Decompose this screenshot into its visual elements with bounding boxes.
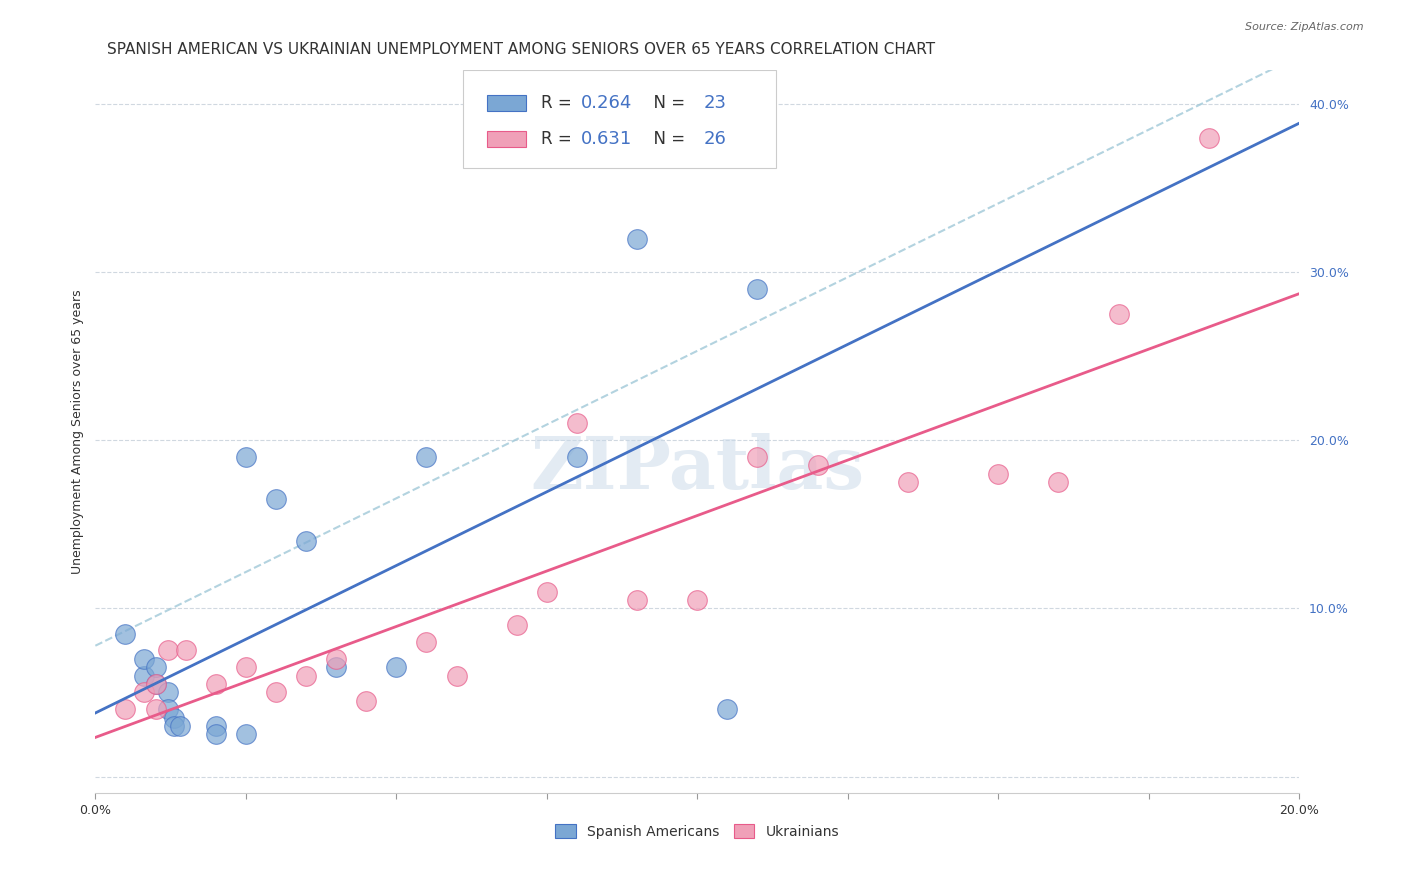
Point <box>264 492 287 507</box>
Point <box>204 719 226 733</box>
Point <box>204 727 226 741</box>
Point <box>325 660 347 674</box>
Point <box>145 677 167 691</box>
Point <box>747 282 769 296</box>
Point <box>235 660 257 674</box>
Point <box>506 618 529 632</box>
Point <box>156 702 179 716</box>
FancyBboxPatch shape <box>486 131 526 147</box>
Point <box>1108 307 1130 321</box>
Point <box>295 534 318 549</box>
Text: Source: ZipAtlas.com: Source: ZipAtlas.com <box>1246 22 1364 32</box>
Point <box>446 668 468 682</box>
Point <box>204 677 226 691</box>
Point <box>1047 475 1070 490</box>
Point <box>295 668 318 682</box>
Point <box>385 660 408 674</box>
Text: R =: R = <box>541 130 576 148</box>
Point <box>114 702 136 716</box>
Text: 23: 23 <box>703 94 727 112</box>
FancyBboxPatch shape <box>463 70 776 168</box>
Point <box>145 702 167 716</box>
Point <box>162 711 184 725</box>
Point <box>132 685 155 699</box>
Point <box>114 626 136 640</box>
Point <box>626 593 648 607</box>
Point <box>1198 130 1220 145</box>
Point <box>354 694 377 708</box>
Text: 0.264: 0.264 <box>581 94 631 112</box>
Point <box>325 652 347 666</box>
Point <box>132 668 155 682</box>
Point <box>565 450 588 464</box>
Point <box>235 450 257 464</box>
Point <box>807 458 830 473</box>
Point <box>169 719 191 733</box>
Point <box>747 450 769 464</box>
Point <box>686 593 709 607</box>
Point <box>156 685 179 699</box>
Text: 26: 26 <box>703 130 725 148</box>
Text: ZIPatlas: ZIPatlas <box>530 433 865 503</box>
Y-axis label: Unemployment Among Seniors over 65 years: Unemployment Among Seniors over 65 years <box>72 290 84 574</box>
Text: R =: R = <box>541 94 576 112</box>
Point <box>235 727 257 741</box>
Point <box>716 702 738 716</box>
Point <box>565 417 588 431</box>
Point <box>987 467 1010 481</box>
Text: SPANISH AMERICAN VS UKRAINIAN UNEMPLOYMENT AMONG SENIORS OVER 65 YEARS CORRELATI: SPANISH AMERICAN VS UKRAINIAN UNEMPLOYME… <box>107 42 935 57</box>
Point <box>132 652 155 666</box>
Point <box>264 685 287 699</box>
Legend: Spanish Americans, Ukrainians: Spanish Americans, Ukrainians <box>550 818 845 844</box>
Point <box>174 643 197 657</box>
Point <box>897 475 920 490</box>
Text: N =: N = <box>643 130 690 148</box>
Point <box>162 719 184 733</box>
Point <box>626 231 648 245</box>
Text: N =: N = <box>643 94 690 112</box>
Text: 0.631: 0.631 <box>581 130 631 148</box>
Point <box>145 677 167 691</box>
Point <box>536 584 558 599</box>
Point <box>415 450 437 464</box>
Point <box>145 660 167 674</box>
Point <box>415 635 437 649</box>
Point <box>156 643 179 657</box>
FancyBboxPatch shape <box>486 95 526 111</box>
